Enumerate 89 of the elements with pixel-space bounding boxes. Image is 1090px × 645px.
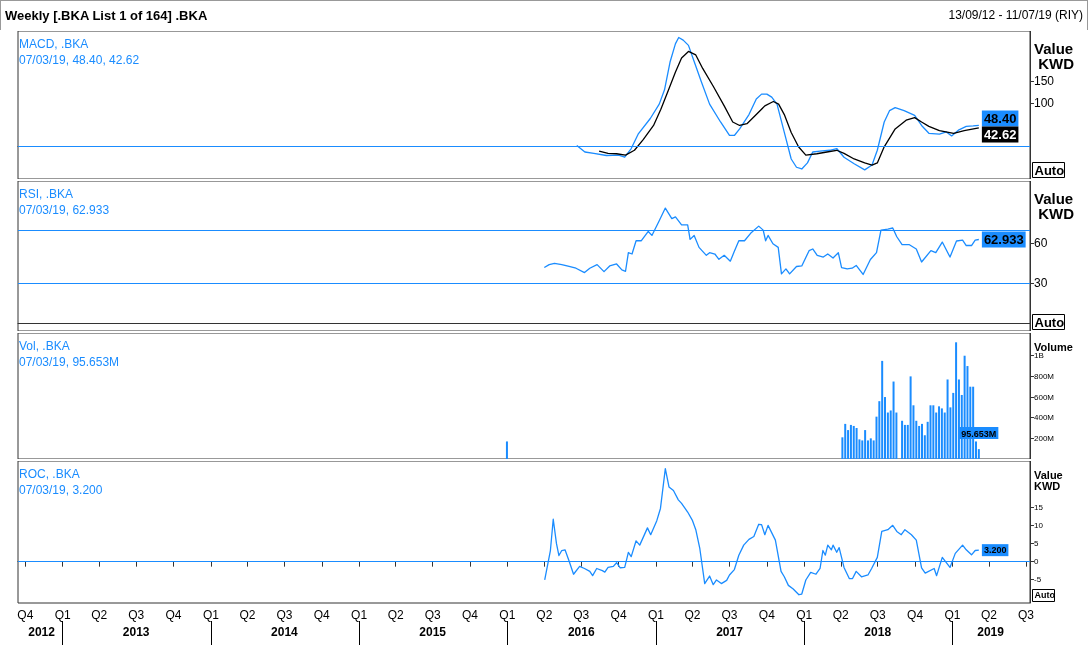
x-tick-label: Q3 — [869, 608, 887, 622]
text: Vol, .BKA — [19, 339, 70, 353]
x-tick-label: Q3 — [573, 608, 590, 622]
bar — [852, 425, 855, 459]
bar — [855, 428, 858, 459]
x-tick-label: Q4 — [758, 608, 776, 622]
data-label: 3.200 — [983, 545, 1007, 556]
x-tick-label: Q1 — [499, 608, 516, 622]
text: Auto — [1034, 590, 1056, 600]
bar — [849, 424, 852, 459]
line-series — [598, 50, 980, 166]
x-tick-label: Q1 — [796, 608, 813, 622]
y-axis-title: Volume — [1034, 340, 1073, 353]
y-tick-label: 400M — [1034, 413, 1055, 423]
y-tick-label: 800M — [1034, 371, 1055, 381]
bar — [929, 405, 932, 459]
y-tick-label: 200M — [1034, 433, 1055, 443]
x-tick-label: Q1 — [647, 608, 665, 622]
y-axis-title: Value KWD — [1034, 468, 1066, 492]
x-tick-label: Q4 — [461, 608, 479, 622]
x2-tick-label: 2012 — [28, 625, 56, 639]
x2-tick-label: 2017 — [716, 625, 744, 639]
y-axis-title: Value KWD — [1034, 40, 1075, 72]
text: Auto — [1034, 314, 1065, 330]
x2-tick-label: 2013 — [122, 625, 150, 639]
bar — [955, 342, 958, 459]
x-tick-label: Q2 — [536, 608, 553, 622]
bar — [892, 381, 895, 459]
y-tick-label: 0 — [1034, 557, 1039, 567]
text: 13/09/12 - 11/07/19 (RIY) — [948, 8, 1083, 22]
x-tick-label: Q1 — [944, 608, 961, 622]
x-tick-label: Q4 — [313, 608, 331, 622]
x-tick-label: Q1 — [351, 608, 368, 622]
x2-tick-label: 2014 — [271, 625, 299, 639]
x2-tick-label: 2016 — [567, 625, 595, 639]
bar — [869, 438, 872, 459]
x-tick-label: Q4 — [907, 608, 924, 622]
x-tick-label: Q3 — [424, 608, 441, 622]
y-tick-label: 10 — [1034, 521, 1044, 531]
y-tick-label: 15 — [1034, 503, 1044, 513]
x-tick-label: Q2 — [91, 608, 108, 622]
x2-tick-label: 2015 — [419, 625, 447, 639]
text: Weekly [.BKA List 1 of 164] .BKA — [5, 8, 208, 23]
y-tick-label: 1B — [1034, 351, 1044, 361]
bar — [946, 379, 949, 459]
bar — [844, 423, 847, 459]
bar — [505, 441, 508, 459]
y-tick-label: 100 — [1034, 95, 1055, 110]
x2-tick-label: 2018 — [864, 625, 892, 639]
y-tick-label: 30 — [1034, 276, 1048, 291]
data-label: 62.933 — [983, 232, 1024, 247]
y-tick-label: 150 — [1034, 74, 1055, 89]
x-tick-label: Q3 — [276, 608, 293, 622]
bar — [909, 376, 912, 459]
text: 07/03/19, 48.40, 42.62 — [19, 53, 140, 67]
text: MACD, .BKA — [19, 37, 89, 51]
x-tick-label: Q2 — [239, 608, 256, 622]
x-tick-label: Q3 — [721, 608, 738, 622]
data-label: 42.62 — [983, 127, 1017, 143]
bar — [901, 420, 904, 459]
x-tick-label: Q4 — [610, 608, 627, 622]
y-tick-label: 600M — [1034, 392, 1055, 402]
text: 07/03/19, 95.653M — [19, 355, 120, 369]
bar — [881, 360, 884, 459]
y-axis-title: Value KWD — [1034, 190, 1075, 222]
x-tick-label: Q2 — [980, 608, 998, 622]
x2-tick-label: 2019 — [977, 625, 1005, 639]
x-tick-label: Q1 — [202, 608, 220, 622]
x-tick-label: Q1 — [54, 608, 71, 622]
x-tick-label: Q4 — [17, 608, 34, 622]
y-tick-label: 60 — [1034, 236, 1048, 251]
text: 07/03/19, 3.200 — [19, 483, 103, 497]
data-label: 95.653M — [961, 428, 997, 439]
x-tick-label: Q3 — [1017, 608, 1035, 622]
x-tick-label: Q4 — [165, 608, 182, 622]
data-label: 48.40 — [983, 111, 1017, 127]
y-tick-label: -5 — [1034, 575, 1042, 585]
bar — [903, 424, 906, 459]
x-tick-label: Q2 — [832, 608, 850, 622]
y-tick-label: 5 — [1034, 539, 1039, 549]
x-tick-label: Q2 — [684, 608, 701, 622]
bar — [932, 405, 935, 459]
text: 07/03/19, 62.933 — [19, 203, 110, 217]
text: Auto — [1034, 162, 1065, 178]
text: ROC, .BKA — [19, 467, 80, 481]
text: RSI, .BKA — [19, 187, 74, 201]
x-tick-label: Q3 — [128, 608, 145, 622]
bar — [864, 430, 867, 459]
x-tick-label: Q2 — [387, 608, 404, 622]
